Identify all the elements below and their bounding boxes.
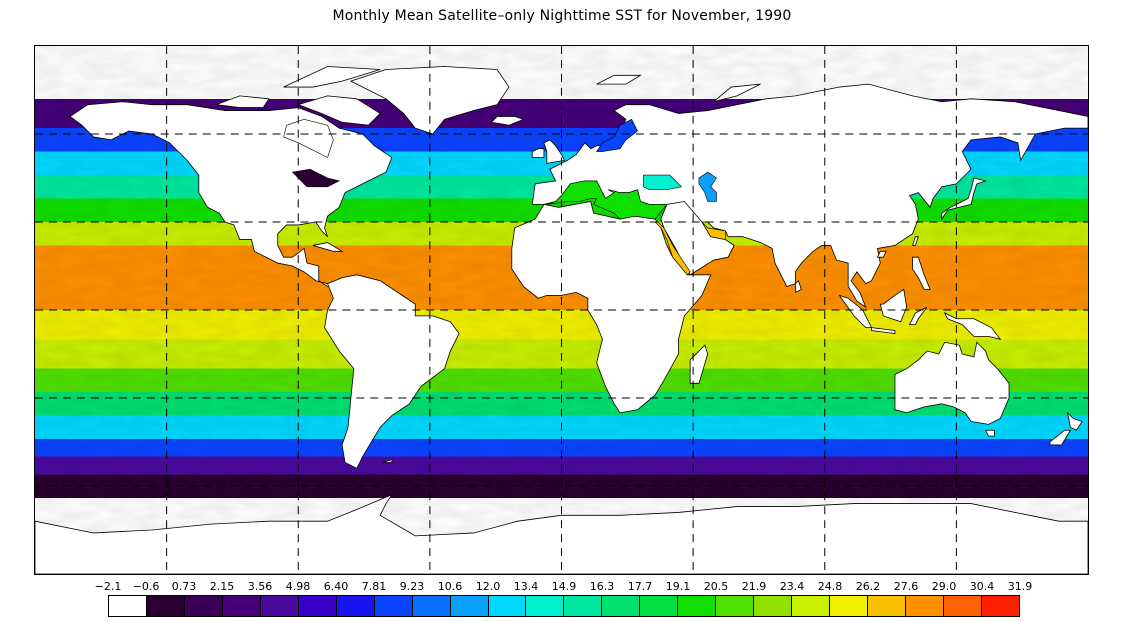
colorbar-tick-label: 27.6 <box>893 580 919 593</box>
graticule <box>35 46 1088 574</box>
taiwan <box>911 236 919 246</box>
philippines <box>912 256 931 290</box>
novaya-zemlya <box>713 83 761 103</box>
colorbar-swatch <box>450 596 489 616</box>
colorbar-swatch <box>146 596 185 616</box>
sri-lanka <box>795 279 802 294</box>
colorbar-swatch <box>906 596 944 616</box>
arabian-peninsula-fill <box>660 201 735 276</box>
map-title: Monthly Mean Satellite–only Nighttime SS… <box>332 8 792 24</box>
great-lakes <box>291 168 341 188</box>
colorbar-swatch <box>792 596 831 616</box>
new-zealand-south <box>1049 429 1072 446</box>
colorbar-tick-label: 31.9 <box>1007 580 1033 593</box>
svalbard <box>596 74 642 85</box>
colorbar-tick-label: 24.8 <box>817 580 843 593</box>
colorbar-swatch <box>943 596 982 616</box>
colorbar-swatch <box>716 596 755 616</box>
colorbar-tick-label: 2.15 <box>209 580 235 593</box>
red-sea <box>654 221 691 276</box>
colorbar-swatch <box>109 596 147 616</box>
new-guinea <box>943 311 1002 340</box>
tasmania <box>984 429 995 437</box>
colorbar-tick-label: 6.40 <box>323 580 349 593</box>
colorbar-tick-label: 23.4 <box>779 580 805 593</box>
colorbar-tick-label: 3.56 <box>247 580 273 593</box>
colorbar-tick-label: 21.9 <box>741 580 767 593</box>
greenland <box>349 66 510 135</box>
colorbar-tick-label: 10.6 <box>437 580 463 593</box>
persian-gulf <box>701 221 726 240</box>
sst-map <box>34 45 1089 575</box>
victoria-island <box>216 95 270 108</box>
colorbar-swatch <box>222 596 261 616</box>
africa <box>511 201 712 414</box>
colorbar-swatch <box>336 596 375 616</box>
colorbar-swatch <box>868 596 907 616</box>
colorbar-swatch <box>412 596 451 616</box>
black-sea <box>643 174 683 191</box>
colorbar-swatch <box>298 596 337 616</box>
australia <box>894 341 1010 425</box>
falklands <box>382 459 393 463</box>
colorbar-swatch <box>526 596 565 616</box>
inland-seas <box>283 118 726 276</box>
baltic-sea <box>596 118 638 152</box>
colorbar-tick-label: 26.2 <box>855 580 881 593</box>
colorbar-tick-label: −0.6 <box>132 580 160 593</box>
caspian-sea <box>698 171 717 202</box>
sulawesi <box>908 306 928 326</box>
new-zealand-north <box>1066 411 1083 431</box>
colorbar-swatch <box>640 596 679 616</box>
colorbar-swatch <box>564 596 603 616</box>
madagascar <box>689 344 709 384</box>
colorbar-tick-label: 20.5 <box>703 580 729 593</box>
south-america <box>324 274 460 469</box>
colorbar-tick-label: 19.1 <box>665 580 691 593</box>
colorbar-tick-label: 29.0 <box>931 580 957 593</box>
colorbar-tick-label: 16.3 <box>589 580 615 593</box>
sst-colorbar <box>108 595 1020 617</box>
java <box>871 327 896 334</box>
colorbar-swatch <box>260 596 299 616</box>
ellesmere-island <box>283 66 381 88</box>
ireland <box>531 148 545 158</box>
baffin-island <box>297 95 381 126</box>
colorbar-swatch <box>754 596 793 616</box>
colorbar-swatch <box>981 596 1019 616</box>
colorbar-swatch <box>488 596 527 616</box>
hainan <box>876 250 887 258</box>
mediterranean <box>546 180 668 220</box>
cuba <box>312 242 344 252</box>
colorbar-tick-label: 14.9 <box>551 580 577 593</box>
colorbar-tick-label: −2.1 <box>94 580 122 593</box>
colorbar-tick-label: 9.23 <box>399 580 425 593</box>
colorbar-tick-label: 0.73 <box>171 580 197 593</box>
colorbar-swatch <box>184 596 223 616</box>
colorbar-swatch <box>830 596 869 616</box>
colorbar-tick-label: 30.4 <box>969 580 995 593</box>
colorbar-tick-label: 13.4 <box>513 580 539 593</box>
colorbar-tick-label: 4.98 <box>285 580 311 593</box>
colorbar-tick-label: 12.0 <box>475 580 501 593</box>
colorbar-swatch <box>374 596 413 616</box>
iceland <box>490 116 525 126</box>
british-isles <box>543 139 565 164</box>
colorbar-tick-label: 17.7 <box>627 580 653 593</box>
colorbar-swatch <box>602 596 641 616</box>
colorbar-tick-labels: −2.1 −0.6 0.73 2.15 3.56 4.98 6.40 7.81 9.23 10.6… <box>95 580 1033 594</box>
hudson-bay <box>283 119 334 158</box>
borneo <box>879 288 908 323</box>
japan <box>941 177 988 221</box>
sst-map-canvas <box>35 46 1088 574</box>
colorbar-tick-label: 7.81 <box>361 580 387 593</box>
colorbar-swatch <box>678 596 717 616</box>
